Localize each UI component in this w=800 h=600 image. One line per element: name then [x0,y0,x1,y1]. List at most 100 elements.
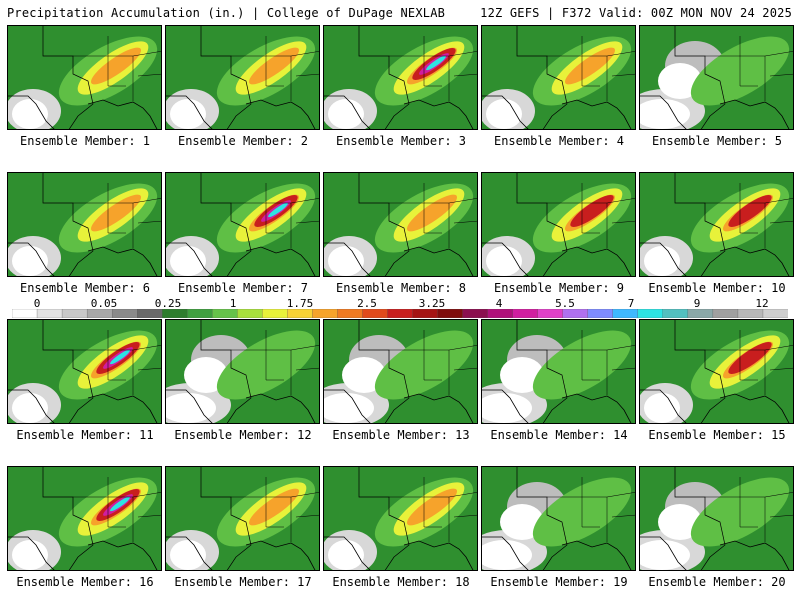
legend-swatch [237,309,263,318]
legend-swatch [487,309,514,318]
precip-map [324,320,477,423]
legend-swatch [262,309,289,318]
member-label: Ensemble Member: 1 [19,134,151,148]
ensemble-member-map [7,466,162,571]
ensemble-member-map [7,319,162,424]
legend-swatch [562,309,589,318]
legend-tick-label: 0 [33,297,41,310]
member-label: Ensemble Member: 11 [16,428,154,442]
legend-swatch [12,309,38,318]
legend-swatch [687,309,714,318]
legend-swatch [637,309,664,318]
legend-tick-label: 1 [229,297,237,310]
member-label: Ensemble Member: 10 [648,281,786,295]
precip-map [166,26,319,129]
legend-swatch [187,309,213,318]
member-label: Ensemble Member: 5 [651,134,783,148]
member-label: Ensemble Member: 2 [177,134,309,148]
ensemble-member-map [7,25,162,130]
legend-swatch [437,309,464,318]
precip-map [482,173,635,276]
ensemble-member-map [323,319,478,424]
member-label: Ensemble Member: 6 [19,281,151,295]
legend-swatch [612,309,639,318]
legend-swatch [137,309,163,318]
ensemble-member-map [323,25,478,130]
member-label: Ensemble Member: 7 [177,281,309,295]
member-label: Ensemble Member: 4 [493,134,625,148]
precip-map [8,26,161,129]
legend-swatch [737,309,764,318]
member-label: Ensemble Member: 8 [335,281,467,295]
member-label: Ensemble Member: 20 [648,575,786,589]
precip-map [640,173,793,276]
legend-swatch [712,309,739,318]
legend-tick-label: 4 [495,297,503,310]
ensemble-member-map [165,25,320,130]
color-scale-legend [12,309,788,318]
ensemble-member-map [639,25,794,130]
legend-swatch [462,309,489,318]
member-label: Ensemble Member: 14 [490,428,628,442]
member-label: Ensemble Member: 17 [174,575,312,589]
model-valid-time: 12Z GEFS | F372 Valid: 00Z MON NOV 24 20… [480,6,792,20]
member-label: Ensemble Member: 13 [332,428,470,442]
legend-swatch [362,309,389,318]
member-label: Ensemble Member: 12 [174,428,312,442]
precip-map [324,173,477,276]
precip-map [166,173,319,276]
precip-map [324,26,477,129]
legend-swatch [212,309,238,318]
member-label: Ensemble Member: 3 [335,134,467,148]
legend-swatch [312,309,339,318]
precip-map [8,467,161,570]
ensemble-member-map [323,172,478,277]
member-label: Ensemble Member: 15 [648,428,786,442]
legend-swatch [337,309,364,318]
legend-swatch [36,309,63,318]
precip-map [8,320,161,423]
legend-swatch [61,309,88,318]
legend-tick-label: 2.5 [357,297,377,310]
precip-map [8,173,161,276]
legend-swatch [162,309,188,318]
precip-map [640,320,793,423]
ensemble-member-map [165,466,320,571]
ensemble-member-map [7,172,162,277]
legend-swatch [537,309,564,318]
ensemble-member-map [481,25,636,130]
ensemble-member-map [165,319,320,424]
member-label: Ensemble Member: 18 [332,575,470,589]
legend-swatch [587,309,614,318]
legend-swatch [287,309,314,318]
precip-map [482,320,635,423]
legend-swatch [387,309,414,318]
legend-swatch [111,309,138,318]
member-label: Ensemble Member: 9 [493,281,625,295]
legend-swatch [412,309,439,318]
legend-tick-label: 7 [627,297,635,310]
legend-tick-label: 1.75 [286,297,314,310]
precip-map [324,467,477,570]
precip-map [640,467,793,570]
legend-tick-label: 12 [755,297,769,310]
legend-tick-label: 5.5 [555,297,575,310]
precip-map [482,467,635,570]
ensemble-member-map [639,172,794,277]
member-label: Ensemble Member: 19 [490,575,628,589]
legend-swatch [662,309,689,318]
member-label: Ensemble Member: 16 [16,575,154,589]
ensemble-member-map [165,172,320,277]
precip-map [482,26,635,129]
legend-tick-label: 3.25 [418,297,446,310]
ensemble-member-map [323,466,478,571]
precip-map [166,467,319,570]
ensemble-member-map [481,319,636,424]
legend-tick-label: 9 [693,297,701,310]
ensemble-member-map [481,172,636,277]
ensemble-member-map [481,466,636,571]
legend-tick-label: 0.05 [90,297,118,310]
precip-map [166,320,319,423]
legend-tick-label: 0.25 [154,297,182,310]
legend-swatch [86,309,113,318]
